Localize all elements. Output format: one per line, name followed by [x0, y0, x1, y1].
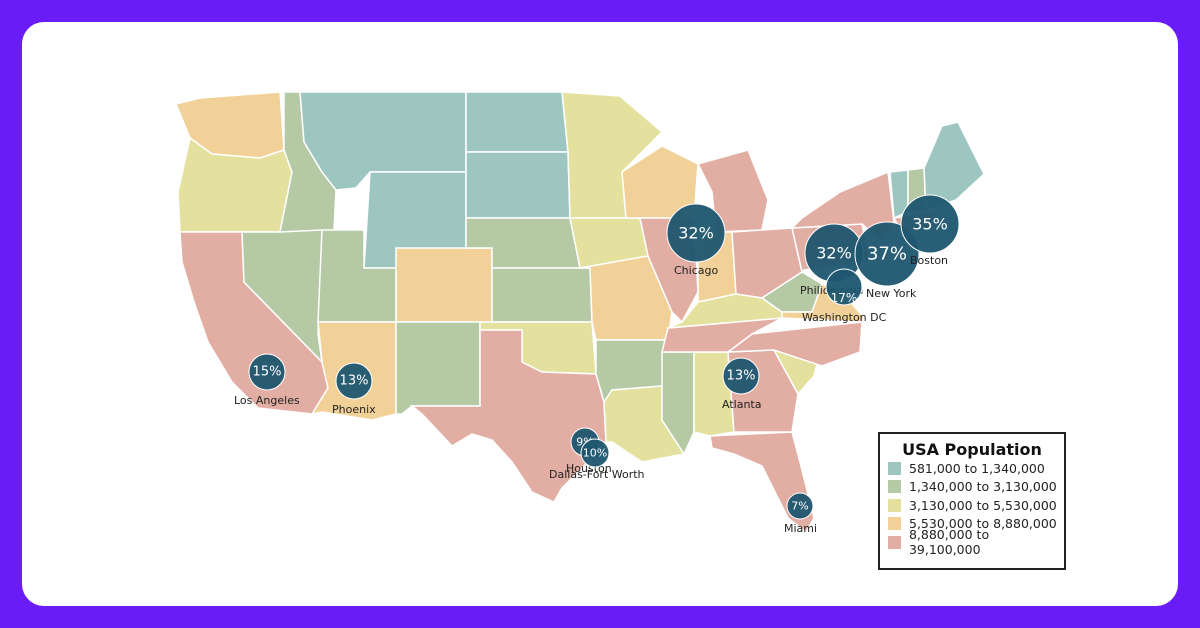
city-label: New York [866, 287, 917, 300]
city-label: Dallas-Fort Worth [549, 468, 645, 481]
legend-label: 3,130,000 to 5,530,000 [909, 497, 1057, 513]
city-label: Washington DC [802, 311, 887, 324]
state-north-dakota [465, 91, 569, 153]
city-marker-new-york[interactable]: 37% New York [854, 221, 920, 300]
city-value: 13% [340, 374, 369, 389]
city-marker-boston[interactable]: 35% Boston [900, 194, 960, 267]
legend-item: 1,340,000 to 3,130,000 [880, 478, 1064, 497]
city-value: 13% [727, 369, 756, 384]
city-label: Chicago [674, 264, 718, 277]
map-legend: USA Population 581,000 to 1,340,000 1,34… [878, 432, 1066, 570]
city-label: Miami [784, 522, 817, 535]
state-south-dakota [465, 151, 571, 219]
map-card: 32% Chicago 32% Philidelphia 37% New Yor… [22, 22, 1178, 606]
city-marker-miami[interactable]: 7% Miami [784, 492, 817, 535]
city-label: Boston [910, 254, 948, 267]
state-new-mexico [395, 321, 481, 415]
city-label: Phoenix [332, 403, 376, 416]
city-value: 37% [867, 244, 907, 265]
city-marker-washington-dc[interactable]: 17% Washington DC [802, 268, 887, 324]
city-bubbles: 32% Chicago 32% Philidelphia 37% New Yor… [234, 194, 960, 535]
legend-label: 8,880,000 to 39,100,000 [908, 527, 990, 558]
city-value: 17% [831, 291, 858, 305]
city-marker-chicago[interactable]: 32% Chicago [666, 203, 726, 277]
legend-label: 581,000 to 1,340,000 [909, 460, 1045, 476]
city-value: 10% [583, 447, 607, 460]
city-marker-atlanta[interactable]: 13% Atlanta [722, 357, 761, 411]
states-layer [174, 91, 985, 534]
state-texas [409, 329, 607, 503]
legend-swatch [888, 535, 901, 549]
usa-population-map: 32% Chicago 32% Philidelphia 37% New Yor… [174, 91, 985, 535]
legend-item: 8,880,000 to 39,100,000 [880, 527, 1064, 557]
city-value: 7% [791, 500, 808, 513]
city-value: 35% [912, 215, 948, 234]
legend-swatch [888, 498, 901, 512]
city-value: 32% [678, 224, 714, 243]
state-virginia [781, 283, 865, 323]
city-marker-los-angeles[interactable]: 15% Los Angeles [234, 353, 300, 407]
state-kansas [491, 267, 593, 323]
city-label: Atlanta [722, 398, 761, 411]
city-value: 32% [816, 244, 852, 263]
city-marker-phoenix[interactable]: 13% Phoenix [332, 362, 376, 416]
legend-title: USA Population [902, 440, 1042, 459]
legend-item: 581,000 to 1,340,000 [880, 459, 1064, 478]
legend-item: 3,130,000 to 5,530,000 [880, 496, 1064, 515]
legend-label: 1,340,000 to 3,130,000 [909, 479, 1057, 495]
city-marker-dallas-fort-worth[interactable]: 10% Dallas-Fort Worth [549, 438, 645, 481]
legend-swatch [888, 461, 901, 475]
legend-swatch [888, 517, 901, 531]
state-colorado [395, 247, 493, 323]
state-nevada [241, 229, 324, 365]
legend-item: 5,530,000 to 8,880,000 [880, 515, 1064, 534]
legend-swatch [888, 480, 901, 494]
city-label: Los Angeles [234, 394, 300, 407]
legend-label: 5,530,000 to 8,880,000 [909, 516, 1057, 532]
city-value: 15% [253, 365, 282, 380]
